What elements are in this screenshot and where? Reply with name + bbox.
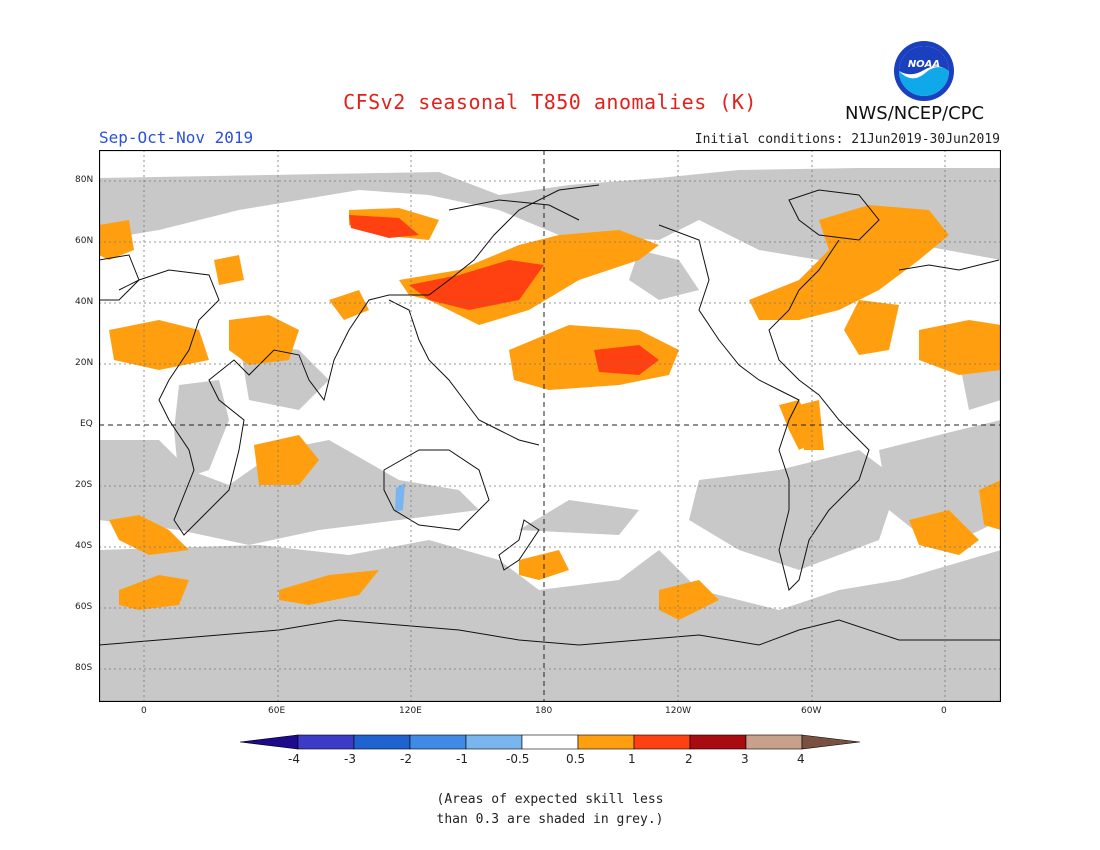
lon-label: 120W (665, 706, 692, 716)
svg-text:NOAA: NOAA (908, 59, 940, 70)
colorbar-cell (297, 734, 355, 750)
skill-note-line: than 0.3 are shaded in grey.) (436, 812, 664, 827)
lat-label: 20N (75, 358, 94, 368)
season-label: Sep-Oct-Nov 2019 (99, 128, 254, 147)
colorbar-label: -0.5 (506, 752, 530, 766)
lon-label: 0 (141, 706, 147, 716)
lon-label: 180 (535, 706, 553, 716)
colorbar-cell (240, 734, 299, 750)
colorbar-label: -1 (456, 752, 468, 766)
colorbar-label: 0.5 (566, 752, 586, 766)
lon-label: 120E (399, 706, 422, 716)
chart-title: CFSv2 seasonal T850 anomalies (K) (343, 90, 757, 114)
colorbar-cell (409, 734, 467, 750)
skill-note: (Areas of expected skill less than 0.3 a… (0, 790, 1100, 830)
skill-note-line: (Areas of expected skill less (436, 792, 664, 807)
world-map (99, 150, 1001, 702)
colorbar (240, 734, 861, 750)
cool-anomaly-area (395, 483, 405, 512)
colorbar-cell (521, 734, 579, 750)
graticule (99, 150, 1001, 702)
coastlines (99, 184, 1001, 646)
colorbar-cell (465, 734, 523, 750)
colorbar-label: -4 (288, 752, 300, 766)
lon-label: 0 (941, 706, 947, 716)
lat-label: 60S (75, 602, 93, 612)
colorbar-label: 1 (628, 752, 636, 766)
lon-label: 60W (801, 706, 822, 716)
colorbar-cell (689, 734, 747, 750)
lat-label: 60N (75, 236, 94, 246)
colorbar-cell (633, 734, 691, 750)
colorbar-label: -2 (400, 752, 412, 766)
lon-label: 60E (268, 706, 286, 716)
lat-label: 80N (75, 175, 94, 185)
lat-label: 80S (75, 663, 93, 673)
colorbar-cell (745, 734, 803, 750)
colorbar-cell (801, 734, 861, 750)
colorbar-cell (353, 734, 411, 750)
lat-label: 40S (75, 541, 93, 551)
colorbar-label: 3 (741, 752, 749, 766)
colorbar-label: 2 (685, 752, 693, 766)
colorbar-cell (577, 734, 635, 750)
colorbar-label: 4 (797, 752, 805, 766)
agency-label: NWS/NCEP/CPC (845, 103, 985, 124)
initial-conditions-label: Initial conditions: 21Jun2019-30Jun2019 (694, 132, 1000, 147)
equator-dateline (99, 150, 1001, 702)
red-anomaly-areas (349, 215, 659, 375)
noaa-logo-icon: NOAA (894, 41, 954, 101)
lat-label: 40N (75, 297, 94, 307)
colorbar-label: -3 (344, 752, 356, 766)
lat-label: EQ (80, 419, 93, 429)
lat-label: 20S (75, 480, 93, 490)
